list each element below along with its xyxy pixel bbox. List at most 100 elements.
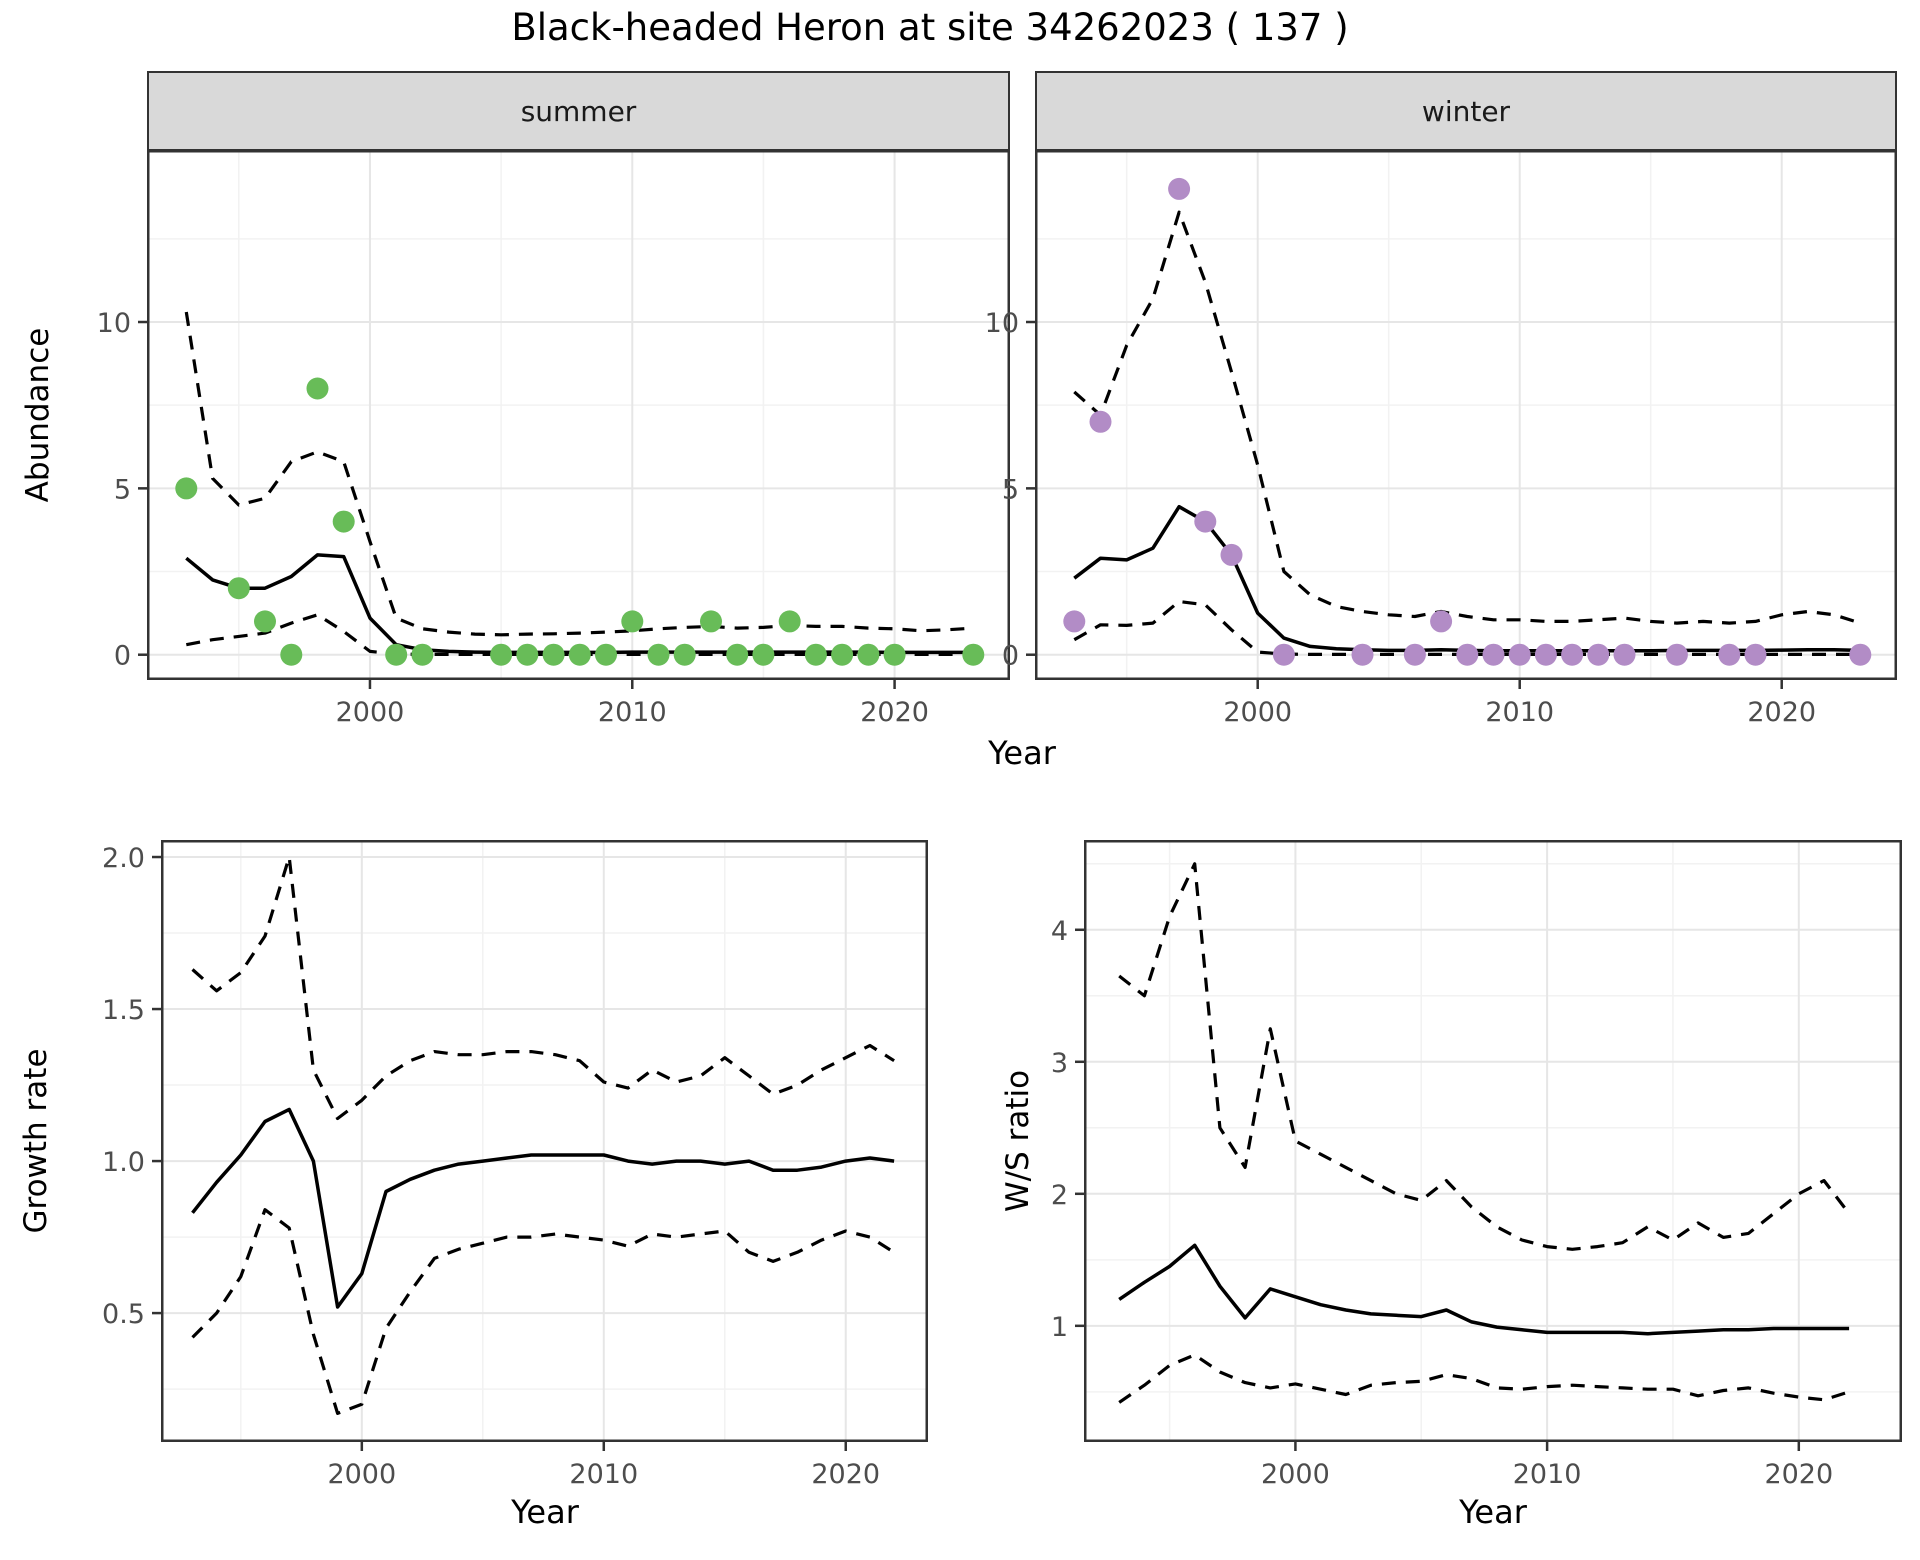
y-tick-label: 5 (114, 474, 131, 505)
data-point (1561, 643, 1584, 666)
x-tick-label: 2000 (1261, 1459, 1330, 1490)
y-tick-label: 3 (1051, 1048, 1068, 1079)
x-tick-label: 2000 (1223, 697, 1292, 728)
data-point (1430, 610, 1453, 633)
series-upper-ci (191, 855, 895, 1121)
x-tick-label: 2010 (1513, 1459, 1582, 1490)
y-axis-title-ws-ratio: W/S ratio (1000, 1069, 1036, 1213)
data-point (568, 643, 591, 666)
y-tick-label: 2 (1051, 1180, 1068, 1211)
series-lower-ci (1118, 1353, 1850, 1404)
y-tick-label: 10 (97, 308, 131, 339)
y-tick-label: 5 (1002, 474, 1019, 505)
series-lower-ci (191, 1208, 895, 1415)
data-point (490, 643, 513, 666)
data-point (1718, 643, 1741, 666)
data-point (726, 643, 749, 666)
y-tick-label: 10 (985, 308, 1019, 339)
data-point (1220, 543, 1243, 566)
data-point (647, 643, 670, 666)
y-tick-label: 0 (1002, 641, 1019, 672)
data-point (1168, 177, 1191, 200)
x-tick-label: 2000 (336, 697, 405, 728)
data-point (673, 643, 696, 666)
panel-border (1084, 840, 1902, 1442)
data-point (1613, 643, 1636, 666)
data-point (1194, 510, 1217, 533)
data-point (411, 643, 434, 666)
facet-strip-summer: summer (147, 71, 1010, 151)
x-tick-label: 2010 (569, 1459, 638, 1490)
data-point (385, 643, 408, 666)
data-point (1063, 610, 1086, 633)
data-point (1351, 643, 1374, 666)
panel-border (147, 150, 1010, 680)
data-point (1665, 643, 1688, 666)
x-axis-title-year-growth: Year (511, 1493, 579, 1531)
data-point (1849, 643, 1872, 666)
y-tick-label: 1.0 (102, 1147, 145, 1178)
x-tick-label: 2010 (598, 697, 667, 728)
data-point (595, 643, 617, 666)
data-point (332, 510, 355, 533)
data-point (1482, 643, 1505, 666)
series-upper-ci (1073, 210, 1861, 625)
y-tick-label: 1 (1051, 1312, 1068, 1343)
x-tick-label: 2020 (811, 1459, 880, 1490)
x-tick-label: 2020 (1747, 697, 1816, 728)
series-upper-ci (1118, 862, 1851, 1251)
data-point (280, 643, 303, 666)
data-point (254, 610, 276, 633)
panel-border (161, 840, 928, 1442)
data-point (1508, 643, 1531, 666)
panel-growth-rate: 2000 2010 2020 0.5 1.0 1.5 2.0 (102, 840, 928, 1490)
data-point (831, 643, 854, 666)
panel-border (1035, 150, 1897, 680)
data-point (621, 610, 644, 633)
series-fit (185, 553, 974, 655)
facet-strip-winter: winter (1035, 71, 1897, 151)
y-tick-label: 2.0 (102, 843, 145, 874)
y-tick-label: 0.5 (102, 1299, 145, 1330)
data-point (1456, 643, 1479, 666)
data-point (962, 643, 985, 666)
data-point (1534, 643, 1557, 666)
data-point (700, 610, 722, 633)
data-point (804, 643, 827, 666)
data-point (1403, 643, 1426, 666)
panel-abundance-summer: 2000 2010 2020 0 5 10 (97, 150, 1010, 728)
data-point (1744, 643, 1767, 666)
x-tick-label: 2020 (1764, 1459, 1833, 1490)
data-point (175, 477, 198, 500)
x-axis-title-year-ws: Year (1459, 1493, 1527, 1531)
data-point (857, 643, 880, 666)
data-point (1272, 643, 1295, 666)
data-point (1587, 643, 1610, 666)
page-title: Black-headed Heron at site 34262023 ( 13… (511, 6, 1349, 49)
data-point (752, 643, 775, 666)
x-tick-label: 2000 (327, 1459, 396, 1490)
data-point (883, 643, 906, 666)
y-tick-label: 1.5 (102, 995, 145, 1026)
panel-ws-ratio: 2000 2010 2020 1 2 3 4 (1051, 840, 1902, 1490)
facet-strip-summer-label: summer (520, 94, 637, 128)
series-fit (191, 1107, 895, 1309)
series-fit (1118, 1243, 1850, 1336)
y-axis-title-abundance: Abundance (20, 327, 56, 503)
x-tick-label: 2010 (1485, 697, 1554, 728)
y-tick-label: 0 (114, 641, 131, 672)
data-point (542, 643, 565, 666)
data-point (778, 610, 801, 633)
data-point (516, 643, 539, 666)
series-upper-ci (184, 311, 974, 637)
data-point (1089, 410, 1112, 433)
facet-strip-winter-label: winter (1421, 94, 1511, 128)
data-point (227, 577, 250, 600)
panel-abundance-winter: 2000 2010 2020 0 5 10 (985, 150, 1897, 728)
y-tick-label: 4 (1051, 916, 1068, 947)
series-fit (1073, 504, 1861, 653)
y-axis-title-growth-rate: Growth rate (18, 1048, 54, 1234)
data-point (306, 377, 329, 400)
x-axis-title-year-top: Year (988, 734, 1056, 772)
x-tick-label: 2020 (860, 697, 929, 728)
